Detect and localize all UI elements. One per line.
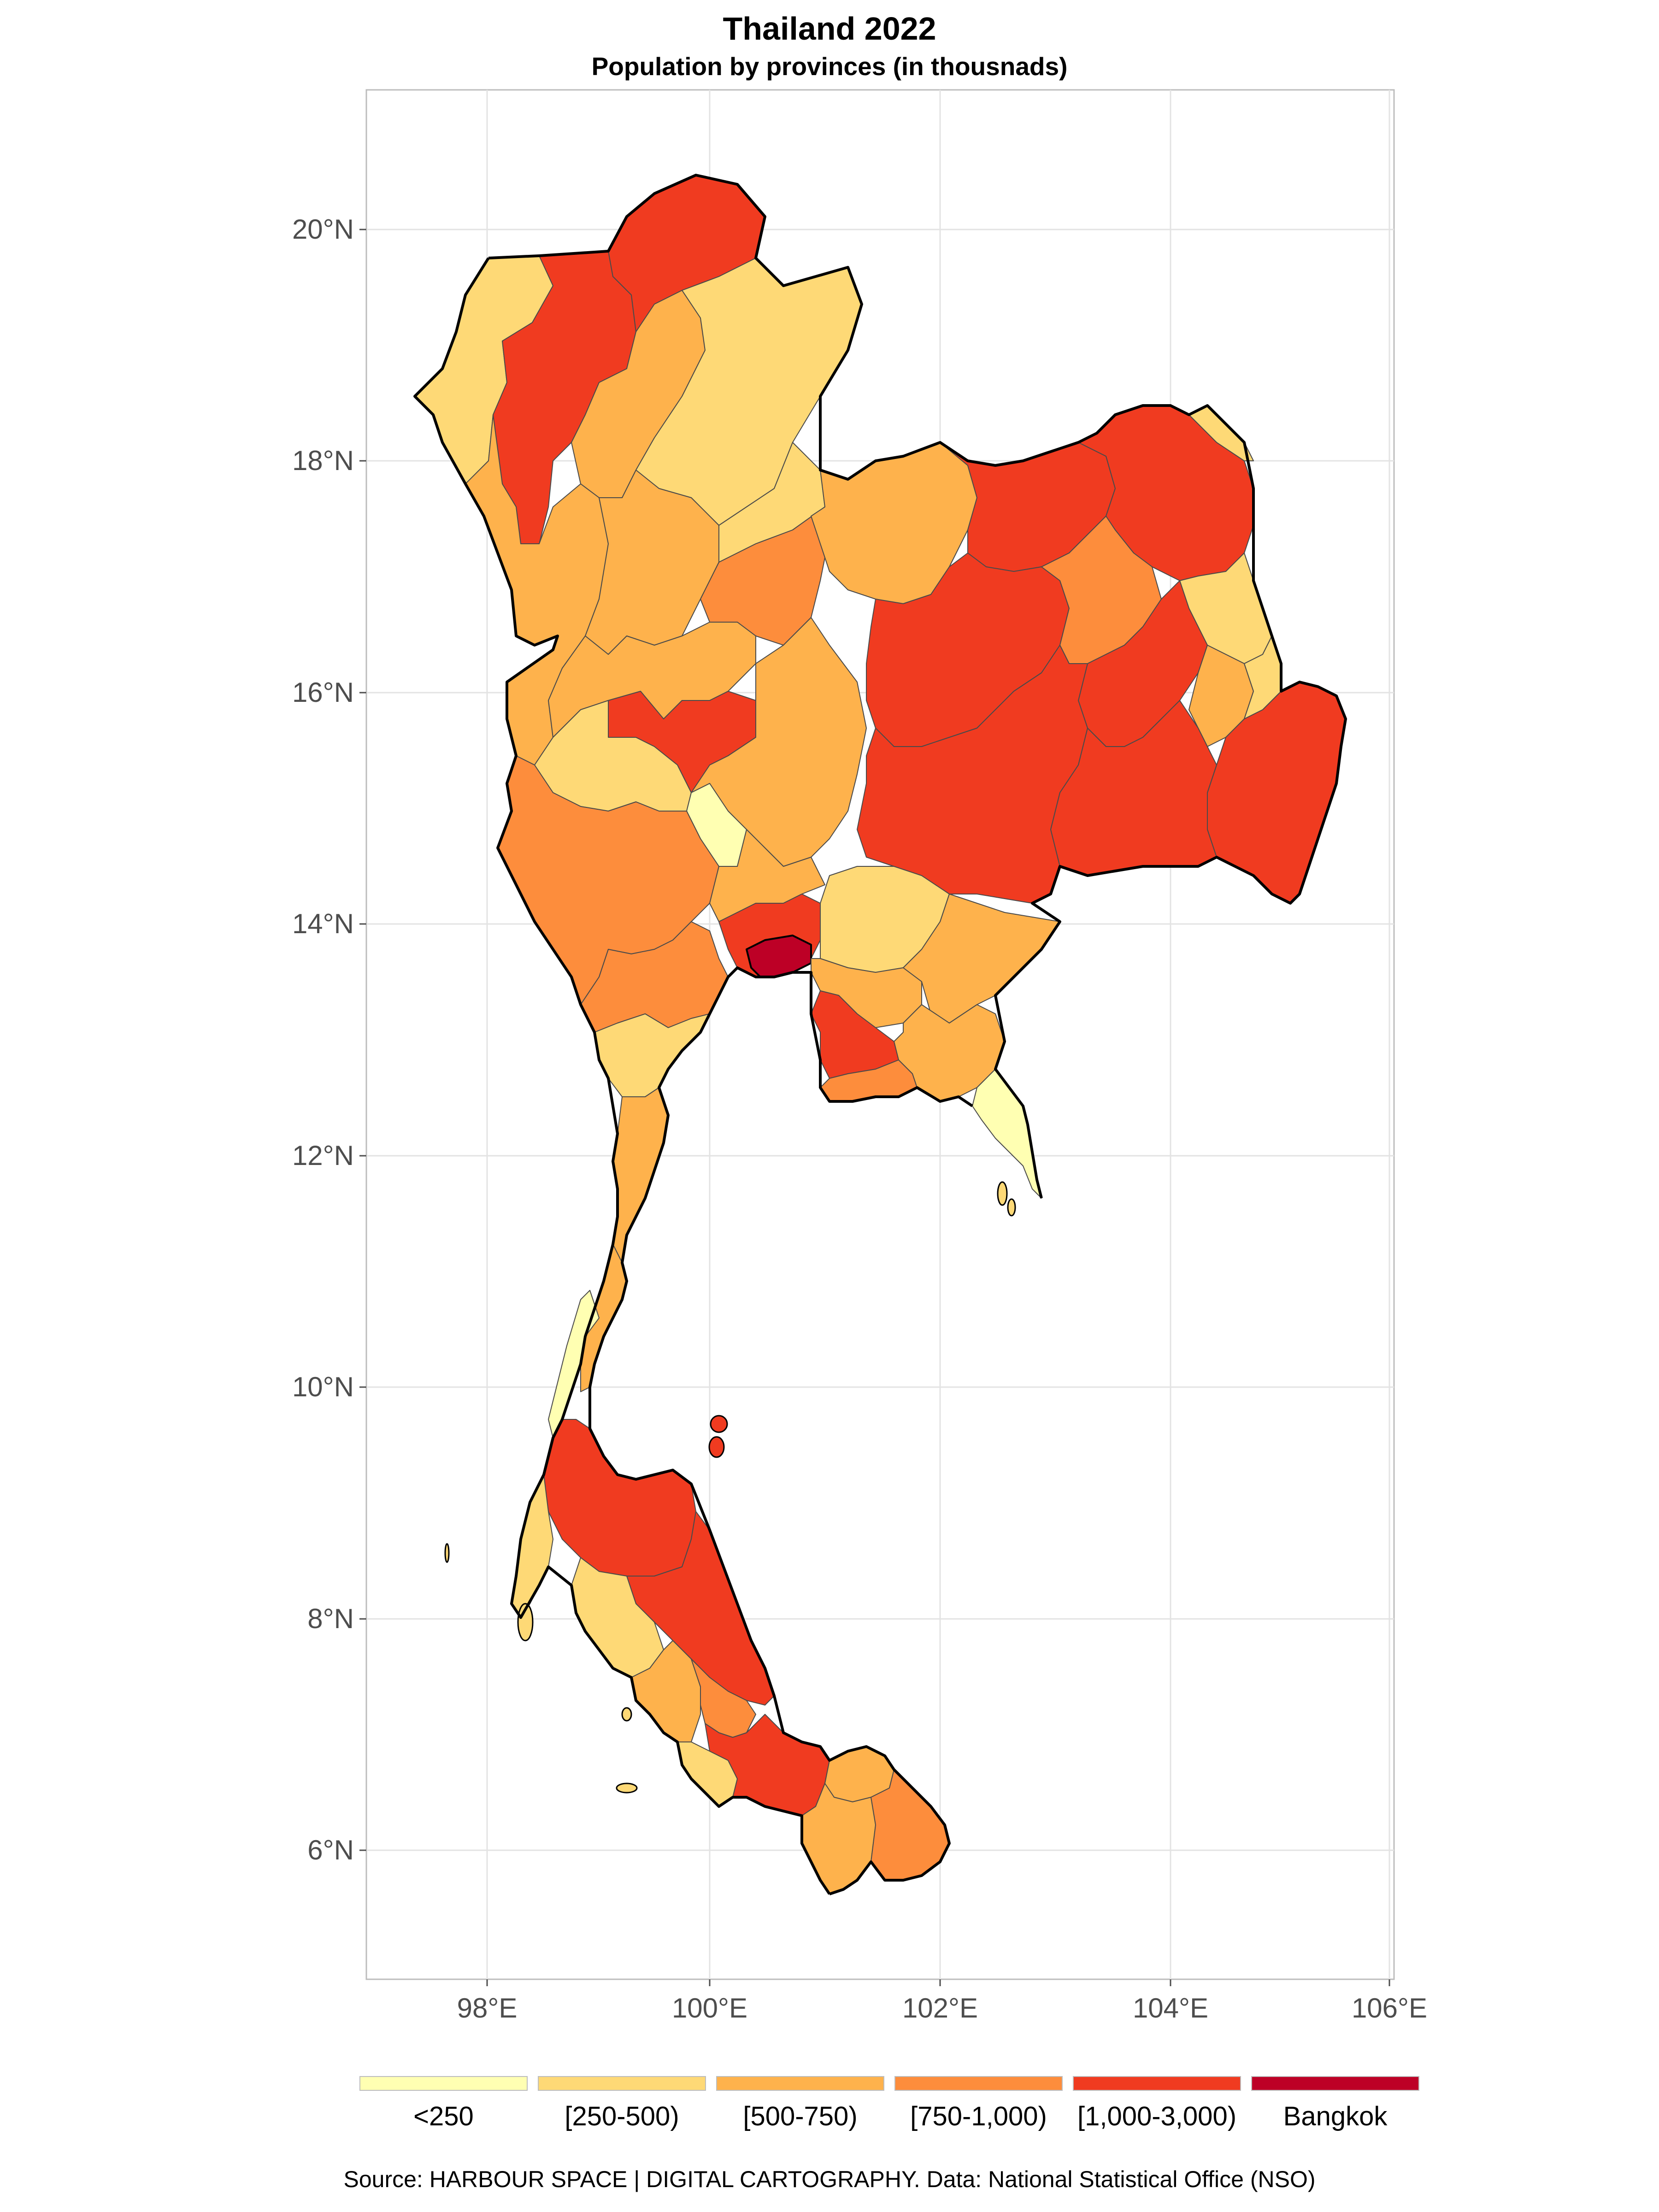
region-bangkok [746,935,812,978]
lat-label-8: 8°N [307,1603,354,1634]
lat-axis-labels: 20°N 18°N 16°N 14°N 12°N 10°N 8°N 6°N [292,214,354,1865]
legend-item-500-750: [500-750) [716,2076,884,2132]
legend-label: [1,000-3,000) [1077,2101,1237,2131]
legend-item-750-1000: [750-1,000) [894,2076,1063,2132]
lat-label-18: 18°N [292,445,354,476]
map-panel: 20°N 18°N 16°N 14°N 12°N 10°N 8°N 6°N 98… [292,89,1427,2024]
national-outline [413,174,1347,1895]
lon-label-106: 106°E [1352,1993,1427,2024]
legend-item-1000-3000: [1,000-3,000) [1073,2076,1241,2132]
island-tarutao [616,1783,638,1794]
lon-label-102: 102°E [902,1993,978,2024]
region-chanthaburi [894,1004,1005,1102]
legend-swatch [716,2076,884,2091]
lat-label-16: 16°N [292,677,354,708]
lon-label-104: 104°E [1133,1993,1208,2024]
region-sukhothai-phitsanulok [585,470,719,655]
legend-label: [750-1,000) [910,2101,1047,2131]
map-subtitle: Population by provinces (in thousnads) [591,52,1068,81]
legend-label: <250 [413,2101,474,2131]
island-similan [444,1543,450,1563]
tick-marks [359,229,1390,1986]
legend-swatch [1251,2076,1419,2091]
lon-axis-labels: 98°E 100°E 102°E 104°E 106°E [457,1993,1427,2024]
island-koh-samui [710,1415,728,1433]
legend-label: Bangkok [1283,2101,1388,2131]
lat-label-14: 14°N [292,908,354,939]
region-buriram-surin [1050,700,1217,876]
map-title: Thailand 2022 [723,11,936,47]
island-koh-chang [997,1181,1008,1206]
lat-label-10: 10°N [292,1371,354,1402]
island-lanta [621,1707,632,1722]
lon-label-98: 98°E [457,1993,518,2024]
legend-swatch [538,2076,706,2091]
source-caption: Source: HARBOUR SPACE | DIGITAL CARTOGRA… [343,2166,1316,2192]
legend-item-250-500: [250-500) [538,2076,706,2132]
legend-swatch [894,2076,1063,2091]
island-koh-phangan [708,1436,725,1458]
legend-item-bangkok: Bangkok [1251,2076,1419,2132]
lat-label-6: 6°N [307,1835,354,1865]
legend-item-lt250: <250 [359,2076,528,2132]
lat-label-20: 20°N [292,214,354,245]
island-phuket [517,1603,534,1641]
legend-swatch [1073,2076,1241,2091]
island-koh-kut [1007,1198,1016,1217]
legend-label: [250-500) [565,2101,679,2131]
legend: <250 [250-500) [500-750) [750-1,000) [1,… [359,2076,1419,2132]
legend-swatch [359,2076,528,2091]
lat-label-12: 12°N [292,1140,354,1171]
lon-label-100: 100°E [672,1993,747,2024]
legend-label: [500-750) [743,2101,858,2131]
